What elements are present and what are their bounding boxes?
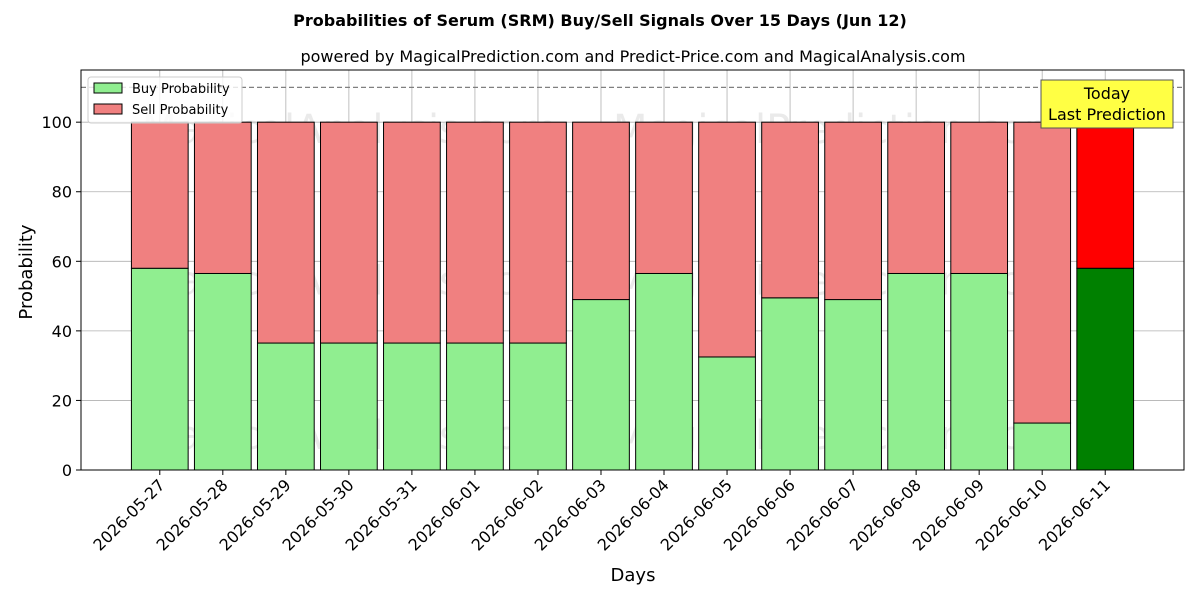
bar-buy-2026-06-09	[950, 272, 1009, 471]
bar-sell-2026-05-30	[320, 121, 378, 344]
bars-layer	[130, 121, 1135, 471]
bar-buy-2026-05-30	[320, 342, 378, 471]
bar-buy-2026-05-27	[130, 267, 189, 471]
bar-buy-2026-06-03	[572, 299, 630, 471]
bar-buy-2026-05-31	[383, 342, 441, 471]
bar-buy-2026-06-07	[824, 299, 882, 471]
bar-sell-2026-06-04	[635, 121, 693, 274]
y-tick-label: 40	[52, 322, 72, 341]
annotation-line1: Today	[1083, 84, 1130, 103]
bar-sell-2026-06-01	[446, 121, 504, 344]
bar-sell-2026-06-02	[509, 121, 567, 344]
y-tick-label: 60	[52, 252, 72, 271]
bar-sell-2026-05-27	[130, 121, 189, 269]
bar-sell-2026-05-31	[383, 121, 441, 344]
bar-buy-2026-05-28	[193, 272, 252, 471]
bar-sell-2026-06-09	[950, 121, 1009, 274]
chart-subtitle: powered by MagicalPrediction.com and Pre…	[300, 47, 965, 66]
legend-swatch-sell	[93, 103, 123, 115]
legend-swatch-buy	[93, 82, 123, 94]
annotation-line2: Last Prediction	[1048, 105, 1166, 124]
legend-label-buy: Buy Probability	[132, 82, 230, 97]
bar-buy-2026-06-06	[761, 297, 819, 471]
x-axis-label: Days	[611, 565, 656, 586]
y-tick-label: 100	[41, 113, 72, 132]
bar-buy-2026-06-05	[698, 356, 756, 471]
bar-buy-2026-06-10	[1013, 422, 1072, 471]
plot-frame	[80, 69, 1185, 471]
y-tick-label: 20	[52, 391, 72, 410]
bar-sell-2026-06-05	[698, 121, 756, 358]
chart-title: Probabilities of Serum (SRM) Buy/Sell Si…	[293, 11, 907, 30]
bar-sell-2026-05-29	[256, 121, 315, 344]
bar-sell-2026-06-07	[824, 121, 882, 301]
bar-buy-2026-06-08	[887, 272, 945, 471]
today-annotation: Today Last Prediction	[1040, 79, 1174, 129]
bar-buy-2026-06-01	[446, 342, 504, 471]
bar-sell-2026-06-11	[1076, 121, 1135, 269]
bar-sell-2026-06-06	[761, 121, 819, 299]
legend-label-sell: Sell Probability	[132, 103, 229, 118]
bar-sell-2026-06-03	[572, 121, 630, 301]
legend-frame	[87, 76, 243, 124]
bar-buy-2026-06-04	[635, 272, 693, 471]
bar-buy-2026-06-02	[509, 342, 567, 471]
legend: Buy Probability Sell Probability	[87, 76, 243, 124]
y-tick-label: 80	[52, 183, 72, 202]
annotation-box	[1040, 79, 1174, 129]
y-axis-label: Probability	[16, 224, 37, 319]
y-tick-label: 0	[62, 461, 72, 480]
bar-buy-2026-06-11	[1076, 267, 1135, 471]
bar-buy-2026-05-29	[256, 342, 315, 471]
bar-sell-2026-05-28	[193, 121, 252, 274]
bar-sell-2026-06-08	[887, 121, 945, 274]
bar-sell-2026-06-10	[1013, 121, 1072, 424]
